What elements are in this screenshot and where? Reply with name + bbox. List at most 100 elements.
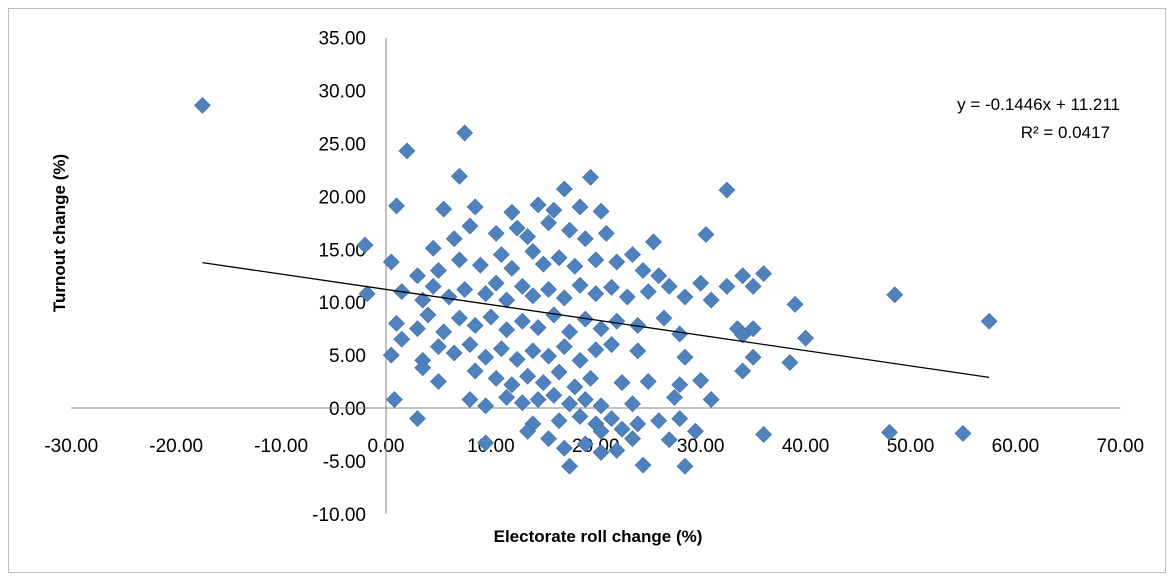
- data-point: [954, 424, 972, 442]
- data-point: [587, 285, 605, 303]
- data-point: [513, 394, 531, 412]
- data-point: [550, 363, 568, 381]
- data-point: [592, 422, 610, 440]
- data-point: [482, 308, 500, 326]
- data-point: [540, 214, 558, 232]
- data-point: [692, 372, 710, 389]
- y-tick-label: 20.00: [318, 187, 366, 208]
- data-point: [508, 219, 526, 237]
- data-point: [702, 391, 720, 408]
- data-point: [414, 359, 432, 377]
- data-point: [477, 434, 495, 452]
- data-point: [660, 431, 678, 449]
- data-point: [660, 277, 678, 295]
- data-point: [555, 338, 573, 356]
- data-point: [382, 253, 400, 271]
- data-point: [194, 96, 211, 114]
- data-point: [477, 397, 495, 415]
- data-point: [508, 350, 526, 368]
- data-point: [524, 342, 542, 360]
- data-point: [571, 351, 589, 369]
- y-tick-label: 10.00: [318, 293, 366, 314]
- data-point: [613, 374, 631, 392]
- data-point: [461, 217, 479, 235]
- data-point: [603, 336, 620, 353]
- data-point: [540, 430, 558, 448]
- data-point: [492, 246, 510, 264]
- data-point: [430, 338, 447, 356]
- data-point: [435, 323, 453, 341]
- data-point: [561, 395, 578, 413]
- data-point: [571, 408, 589, 425]
- y-tick-label: 15.00: [318, 240, 366, 261]
- data-point: [492, 340, 510, 358]
- data-point: [424, 277, 442, 295]
- data-point: [414, 291, 432, 309]
- data-point: [571, 198, 589, 216]
- data-point: [603, 278, 620, 296]
- data-point: [582, 168, 599, 186]
- x-tick-label: 70.00: [1097, 436, 1145, 457]
- data-point: [435, 200, 453, 218]
- data-point: [388, 197, 405, 215]
- data-point: [781, 354, 799, 371]
- data-point: [471, 256, 489, 274]
- data-point: [388, 314, 405, 332]
- data-point: [440, 288, 458, 306]
- data-point: [534, 374, 552, 392]
- data-point: [545, 306, 563, 324]
- data-point: [697, 226, 715, 243]
- trendline-equation: y = -0.1446x + 11.211: [957, 95, 1120, 114]
- data-point: [356, 236, 374, 254]
- data-point: [582, 369, 599, 387]
- data-point: [456, 281, 474, 298]
- data-point: [451, 309, 468, 327]
- data-point: [718, 181, 736, 199]
- data-point: [624, 246, 641, 264]
- data-point: [545, 201, 563, 219]
- y-tick-label: -5.00: [323, 452, 366, 473]
- data-point: [524, 287, 542, 305]
- data-point: [692, 274, 710, 292]
- x-tick-label: -30.00: [44, 436, 98, 457]
- data-point: [734, 326, 752, 344]
- data-point: [566, 257, 584, 275]
- data-point: [744, 320, 762, 338]
- data-point: [592, 320, 610, 338]
- data-point: [618, 288, 636, 306]
- data-point: [886, 286, 904, 304]
- data-point: [524, 242, 542, 260]
- data-point: [461, 391, 479, 408]
- data-point: [613, 420, 631, 438]
- x-tick-label: 60.00: [992, 436, 1040, 457]
- data-point: [587, 251, 605, 269]
- x-tick-label: -20.00: [149, 436, 203, 457]
- data-point: [519, 367, 537, 385]
- data-point: [513, 277, 531, 295]
- data-point: [529, 196, 547, 214]
- data-point: [676, 348, 694, 366]
- data-point: [529, 391, 547, 408]
- data-point: [398, 142, 416, 160]
- data-point: [702, 291, 720, 309]
- data-point: [671, 376, 689, 394]
- x-tick-label: 10.00: [467, 436, 515, 457]
- data-point: [409, 410, 426, 428]
- data-point: [734, 362, 752, 380]
- data-point: [634, 456, 652, 474]
- data-point: [445, 230, 463, 248]
- data-point: [687, 422, 704, 440]
- data-point: [503, 259, 521, 277]
- data-point: [487, 225, 505, 242]
- data-point: [671, 410, 689, 428]
- data-point: [561, 323, 578, 341]
- r-squared-label: R² = 0.0417: [1021, 123, 1110, 142]
- data-point: [744, 348, 762, 366]
- data-point: [477, 285, 495, 303]
- data-point: [755, 426, 773, 443]
- data-point: [650, 267, 668, 285]
- y-tick-label: -10.00: [312, 505, 366, 526]
- data-point: [529, 319, 547, 337]
- data-point: [980, 312, 998, 330]
- data-point: [592, 444, 610, 461]
